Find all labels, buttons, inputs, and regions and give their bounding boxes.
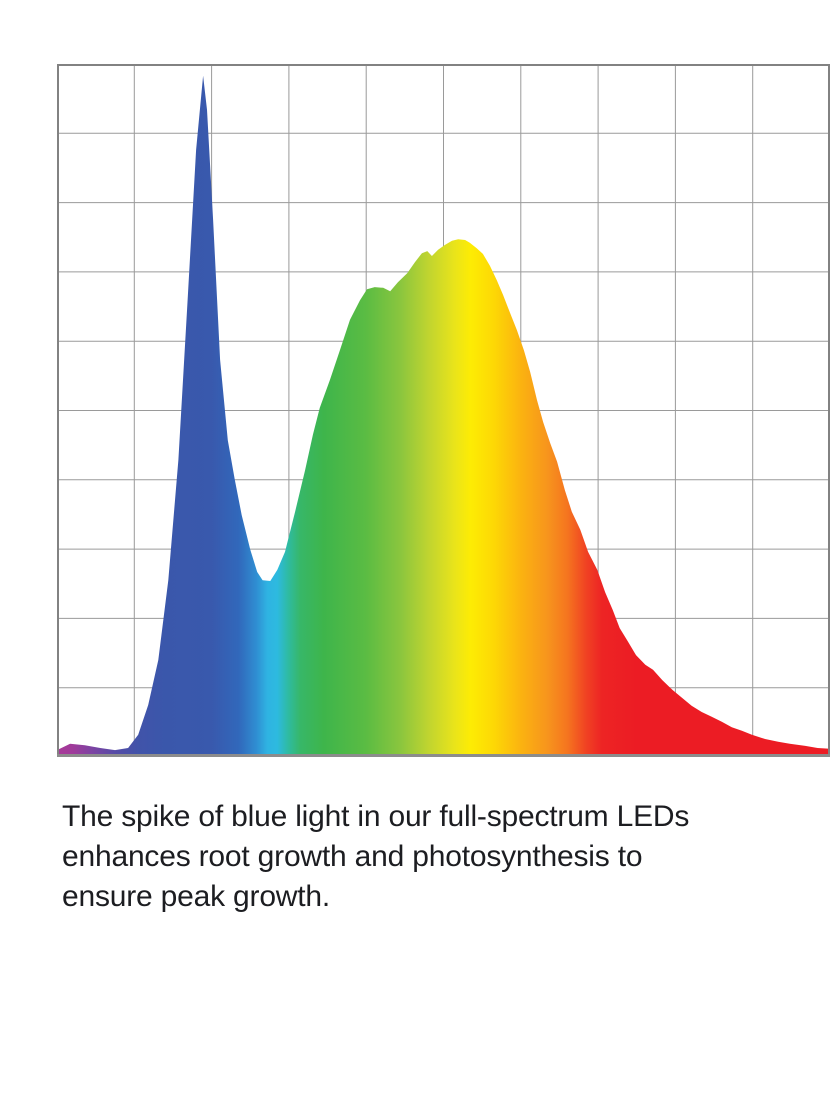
caption-line-3: ensure peak growth. bbox=[62, 880, 331, 913]
spectrum-chart-svg bbox=[57, 64, 830, 757]
spectrum-chart bbox=[57, 64, 830, 757]
caption-line-2: enhances root growth and photosynthesis … bbox=[62, 840, 643, 873]
caption-line-1: The spike of blue light in our full-spec… bbox=[62, 800, 690, 833]
caption: The spike of blue light in our full-spec… bbox=[62, 797, 792, 917]
spectrum-area bbox=[57, 75, 830, 757]
